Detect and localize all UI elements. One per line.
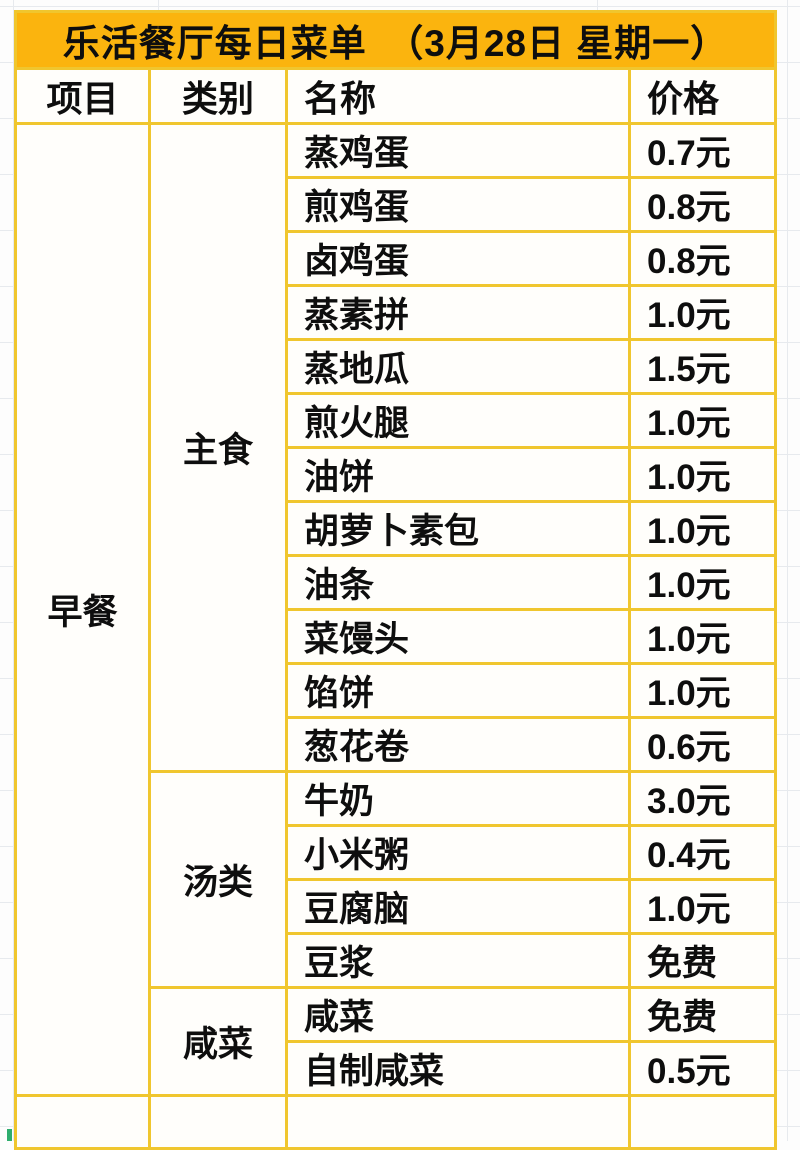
dish-price-cell: 1.0元	[627, 446, 778, 503]
dish-price-cell: 1.0元	[627, 878, 778, 935]
dish-name-cell: 馅饼	[285, 662, 631, 719]
menu-item-row: 小米粥 0.4元	[16, 824, 778, 881]
dish-name-cell: 菜馒头	[285, 608, 631, 665]
dish-name-cell: 葱花卷	[285, 716, 631, 773]
category-cell: 主食	[148, 122, 288, 773]
dish-price-cell: 0.7元	[627, 122, 778, 179]
header-row: 项目 类别 名称 价格	[14, 67, 778, 125]
menu-item-row: 豆浆 免费	[16, 932, 778, 989]
dish-price-cell: 1.0元	[627, 608, 778, 665]
dish-price-cell: 0.4元	[627, 824, 778, 881]
sheet-selection-mark	[7, 1129, 12, 1141]
dish-name-cell: 蒸地瓜	[285, 338, 631, 395]
category-cell: 汤类	[148, 770, 288, 989]
dish-price-cell: 1.0元	[627, 500, 778, 557]
menu-item-row: 煎火腿 1.0元	[16, 392, 778, 449]
dish-name-cell: 蒸素拼	[285, 284, 631, 341]
dish-name-cell: 咸菜	[285, 986, 631, 1043]
dish-name-cell: 油饼	[285, 446, 631, 503]
dish-price-cell: 1.5元	[627, 338, 778, 395]
dish-name-cell: 小米粥	[285, 824, 631, 881]
daily-menu-table: 乐活餐厅每日菜单 （3月28日 星期一） 项目 类别 名称 价格 早餐 主食 蒸鸡蛋…	[13, 10, 778, 1150]
dish-name-cell: 豆腐脑	[285, 878, 631, 935]
menu-item-row: 蒸地瓜 1.5元	[16, 338, 778, 395]
dish-price-cell: 1.0元	[627, 554, 778, 611]
column-header-category: 类别	[148, 67, 288, 125]
menu-item-row: 胡萝卜素包 1.0元	[16, 500, 778, 557]
column-header-item: 项目	[14, 67, 151, 125]
menu-item-row: 菜馒头 1.0元	[16, 608, 778, 665]
menu-item-row: 蒸素拼 1.0元	[16, 284, 778, 341]
dish-name-cell: 蒸鸡蛋	[285, 122, 631, 179]
column-header-price: 价格	[627, 67, 778, 125]
dish-name-cell: 煎鸡蛋	[285, 176, 631, 233]
dish-price-cell: 1.0元	[627, 392, 778, 449]
spreadsheet-gridline-vertical	[787, 0, 788, 1141]
menu-item-row: 油条 1.0元	[16, 554, 778, 611]
menu-item-row: 油饼 1.0元	[16, 446, 778, 503]
dish-price-cell: 0.8元	[627, 230, 778, 287]
menu-item-row: 卤鸡蛋 0.8元	[16, 230, 778, 287]
dish-name-cell: 自制咸菜	[285, 1040, 631, 1097]
menu-item-row: 早餐 主食 蒸鸡蛋 0.7元	[14, 122, 778, 1097]
dish-name-cell: 油条	[285, 554, 631, 611]
menu-item-row: 豆腐脑 1.0元	[16, 878, 778, 935]
menu-item-row: 自制咸菜 0.5元	[16, 1040, 778, 1097]
title-row: 乐活餐厅每日菜单 （3月28日 星期一）	[13, 10, 778, 70]
dish-price-cell: 0.6元	[627, 716, 778, 773]
menu-title: 乐活餐厅每日菜单 （3月28日 星期一）	[13, 10, 778, 70]
dish-price-cell: 0.8元	[627, 176, 778, 233]
dish-price-cell: 0.5元	[627, 1040, 778, 1097]
category-cell: 咸菜	[148, 986, 288, 1097]
dish-name-cell: 牛奶	[285, 770, 631, 827]
meal-group-cell: 早餐	[14, 122, 151, 1097]
menu-item-row: 咸菜 咸菜 免费	[16, 986, 778, 1097]
menu-item-row: 汤类 牛奶 3.0元	[16, 770, 778, 989]
spreadsheet-gridline-vertical	[13, 0, 14, 1141]
menu-item-row: 葱花卷 0.6元	[16, 716, 778, 773]
dish-price-cell: 1.0元	[627, 284, 778, 341]
menu-item-row: 馅饼 1.0元	[16, 662, 778, 719]
menu-item-row: 煎鸡蛋 0.8元	[16, 176, 778, 233]
dish-name-cell: 卤鸡蛋	[285, 230, 631, 287]
dish-name-cell: 豆浆	[285, 932, 631, 989]
dish-price-cell: 1.0元	[627, 662, 778, 719]
dish-price-cell: 免费	[627, 932, 778, 989]
dish-price-cell: 3.0元	[627, 770, 778, 827]
dish-name-cell: 煎火腿	[285, 392, 631, 449]
dish-price-cell: 免费	[627, 986, 778, 1043]
menu-rows: 早餐 主食 蒸鸡蛋 0.7元 煎鸡蛋 0.8元 卤鸡蛋 0.8元 蒸素拼 1.0元 蒸地瓜 1.5元煎…	[14, 122, 778, 1097]
column-header-name: 名称	[285, 67, 631, 125]
dish-name-cell: 胡萝卜素包	[285, 500, 631, 557]
